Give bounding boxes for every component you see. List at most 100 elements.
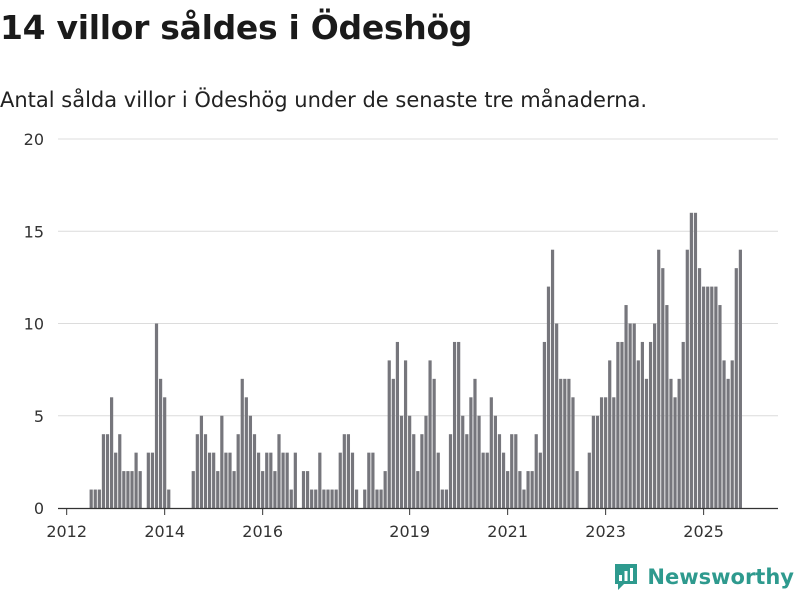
bar [158, 378, 163, 508]
bar [224, 452, 228, 508]
annotations: 14 [734, 0, 756, 5]
bar [706, 286, 710, 508]
bar [677, 378, 681, 508]
bar [493, 415, 497, 508]
bar [599, 397, 604, 508]
bar [97, 489, 101, 508]
bar [240, 378, 244, 508]
bar [595, 415, 600, 508]
bar [207, 452, 212, 508]
x-tick-label: 2021 [487, 522, 528, 541]
bar [310, 489, 314, 508]
bar [412, 434, 416, 508]
bar [93, 489, 97, 508]
bar [461, 415, 465, 508]
bar [567, 378, 571, 508]
bar [371, 452, 375, 508]
bar [665, 305, 669, 508]
bar [387, 360, 391, 508]
bar [612, 397, 616, 508]
bar [408, 415, 412, 508]
bar [391, 378, 395, 508]
bar [714, 286, 718, 508]
bar [432, 378, 436, 508]
y-axis-ticks: 0 5 10 15 20 [24, 130, 44, 518]
bar [150, 452, 155, 508]
bar [428, 360, 432, 508]
bar [252, 434, 257, 508]
y-tick-label: 10 [24, 315, 44, 334]
bar [636, 360, 640, 508]
bar [269, 452, 273, 508]
bar [342, 434, 346, 508]
bar [457, 341, 461, 508]
bar [436, 452, 440, 508]
bar [644, 378, 649, 508]
bar [734, 268, 738, 508]
y-tick-label: 15 [24, 222, 44, 241]
bar [285, 452, 289, 508]
bar [550, 249, 555, 508]
bar [632, 323, 636, 508]
chart-title: 14 villor såldes i Ödeshög [0, 8, 473, 47]
bar [146, 452, 150, 508]
bar [420, 434, 424, 508]
bar [277, 434, 281, 508]
bar [163, 397, 167, 508]
bar [167, 489, 171, 508]
bar [506, 471, 510, 508]
bar [244, 397, 248, 508]
bar [138, 471, 142, 508]
bar [587, 452, 591, 508]
y-tick-label: 0 [34, 499, 44, 518]
bar [273, 471, 277, 508]
bar [575, 471, 579, 508]
bar [542, 341, 546, 508]
bar [416, 471, 420, 508]
bar [497, 434, 502, 508]
bar [293, 452, 297, 508]
bar [212, 452, 216, 508]
bar [522, 489, 526, 508]
bar [559, 378, 563, 508]
bar [648, 341, 653, 508]
bar [134, 452, 138, 508]
bar [669, 378, 673, 508]
bar [154, 323, 159, 508]
bar [657, 249, 661, 508]
x-tick-label: 2014 [144, 522, 185, 541]
bar [305, 471, 310, 508]
bar [318, 452, 322, 508]
bar [220, 415, 224, 508]
bar [526, 471, 530, 508]
bar-chart: 0 5 10 15 20 2012 2014 2016 2019 2021 2023 2025 14 [24, 0, 778, 541]
bar [216, 471, 220, 508]
bar [203, 434, 208, 508]
bar [191, 471, 195, 508]
bar [228, 452, 232, 508]
bar [346, 434, 351, 508]
bar [693, 212, 698, 509]
bar [538, 452, 542, 508]
bar [289, 489, 293, 508]
bar [440, 489, 444, 508]
x-tick-label: 2023 [585, 522, 626, 541]
bar [399, 415, 404, 508]
bar [395, 341, 400, 508]
bar [591, 415, 595, 508]
bar [403, 360, 408, 508]
bar [465, 434, 469, 508]
bar [338, 452, 342, 508]
bar [722, 360, 726, 508]
x-tick-label: 2016 [242, 522, 283, 541]
bar [375, 489, 379, 508]
bar [510, 434, 514, 508]
bar [738, 249, 742, 508]
x-axis: 2012 2014 2016 2019 2021 2023 2025 [46, 507, 778, 541]
bar [689, 212, 693, 509]
bar [314, 489, 318, 508]
bar [101, 434, 106, 508]
bar [681, 341, 685, 508]
bar [330, 489, 334, 508]
bar [730, 360, 734, 508]
